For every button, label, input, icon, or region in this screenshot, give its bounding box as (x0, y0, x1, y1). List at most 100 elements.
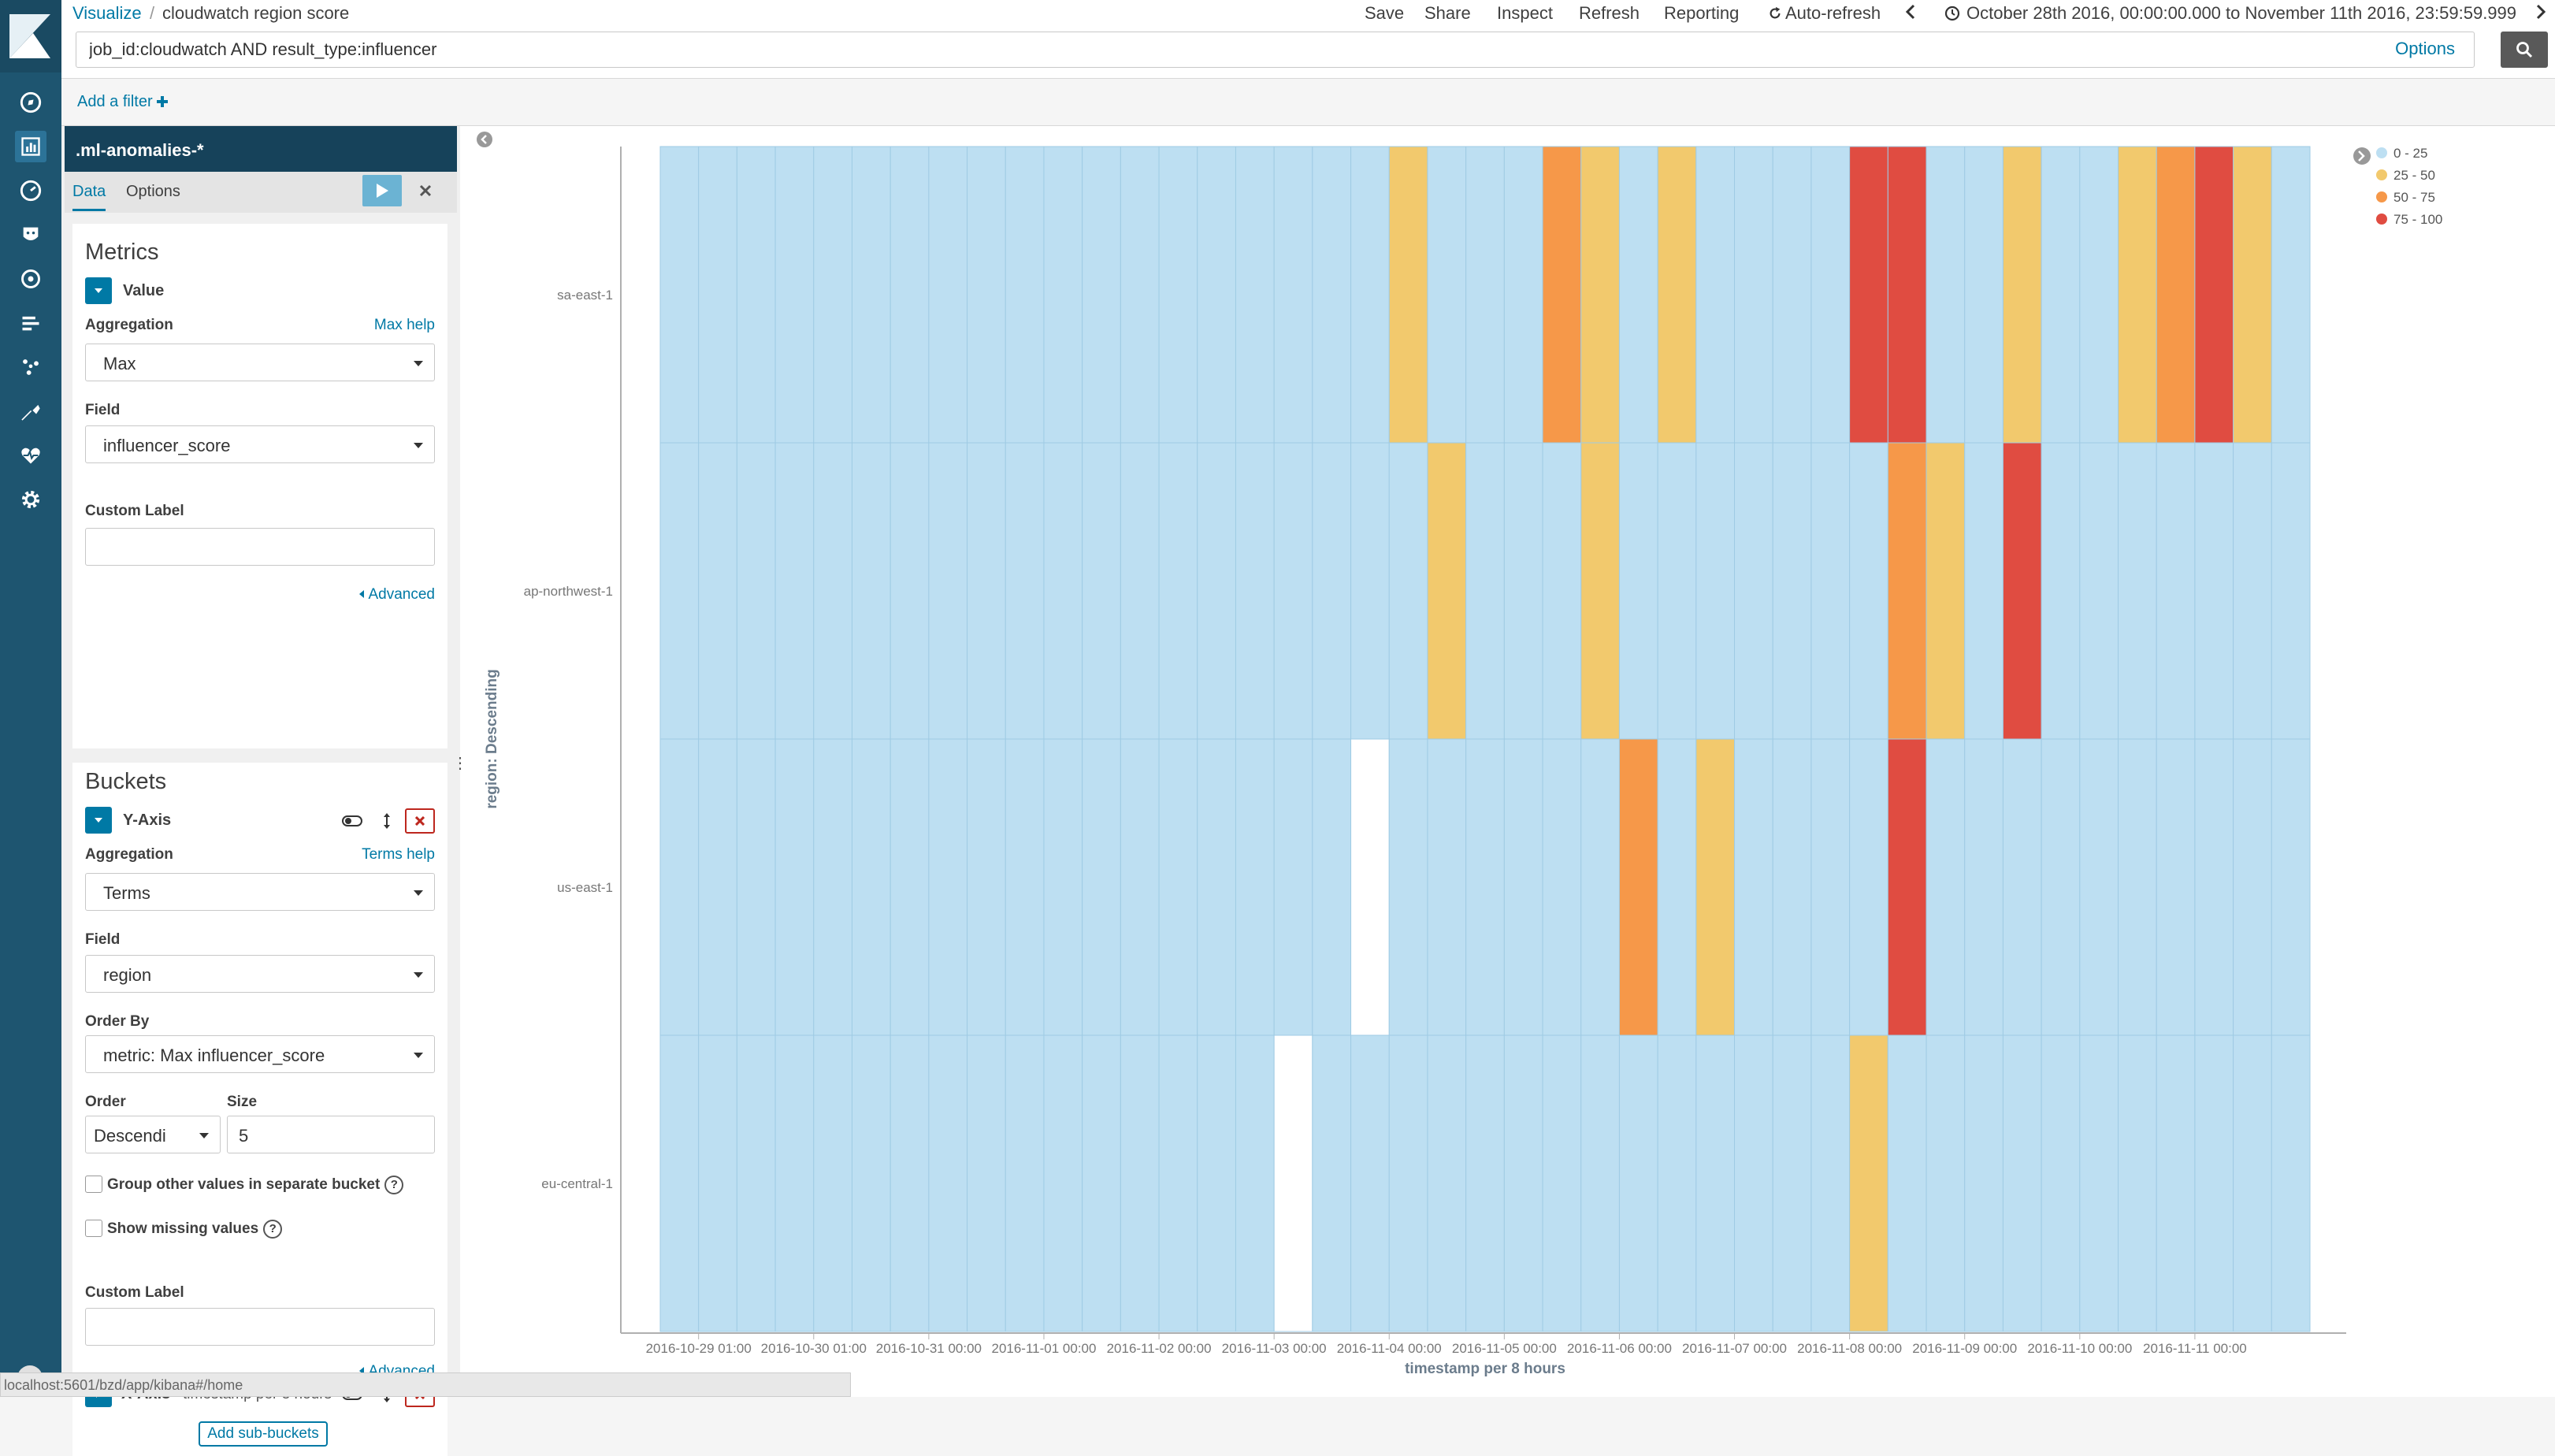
show-missing-checkbox[interactable] (85, 1220, 102, 1237)
heatmap-cell (2271, 738, 2311, 1036)
size-input[interactable]: 5 (227, 1116, 435, 1153)
yaxis-remove-button[interactable] (405, 808, 435, 834)
top-bar: Visualize / cloudwatch region score Save… (61, 0, 2555, 79)
heatmap-cell (889, 442, 930, 740)
time-previous-button[interactable] (1905, 3, 1916, 25)
heatmap-cell (1734, 1034, 1773, 1332)
dev-tools-icon[interactable] (15, 396, 46, 427)
time-next-button[interactable] (2535, 3, 2546, 25)
metric-aggregation-select[interactable]: Max (85, 344, 435, 381)
add-filter-link[interactable]: Add a filter (77, 93, 169, 111)
heatmap-cell (698, 146, 737, 444)
add-filter-label: Add a filter (77, 93, 153, 110)
timelion-icon[interactable] (15, 219, 46, 251)
save-button[interactable]: Save (1365, 3, 1405, 23)
heatmap-cell (967, 442, 1006, 740)
heatmap-cell (2156, 442, 2196, 740)
dashboard-icon[interactable] (15, 175, 46, 206)
order-value: Descendi (94, 1126, 166, 1146)
heatmap-cell (659, 442, 700, 740)
bucket-field-select[interactable]: region (85, 955, 435, 993)
bucket-field-label: Field (85, 931, 121, 948)
resize-handle[interactable]: ⋮ (452, 755, 468, 772)
heatmap-cell (1810, 1034, 1851, 1332)
graph-icon[interactable] (15, 351, 46, 383)
legend-swatch (2376, 214, 2387, 225)
metric-custom-label-input[interactable] (85, 528, 435, 566)
x-tick-label: 2016-11-10 00:00 (2027, 1341, 2132, 1356)
reporting-button[interactable]: Reporting (1664, 3, 1740, 23)
yaxis-enable-toggle[interactable] (337, 808, 367, 834)
question-icon[interactable]: ? (263, 1220, 283, 1239)
auto-refresh-button[interactable]: Auto-refresh (1768, 3, 1881, 24)
apm-icon[interactable] (15, 307, 46, 339)
collapse-sidebar-button[interactable] (476, 131, 493, 152)
share-button[interactable]: Share (1424, 3, 1471, 23)
question-icon[interactable]: ? (384, 1176, 404, 1194)
order-by-select[interactable]: metric: Max influencer_score (85, 1035, 435, 1073)
search-button[interactable] (2501, 32, 2548, 68)
heatmap-cell (1503, 146, 1543, 444)
order-select[interactable]: Descendi (85, 1116, 221, 1153)
heatmap-cell (967, 738, 1006, 1036)
legend-label: 0 - 25 (2393, 146, 2427, 161)
caret-down-icon (199, 1133, 209, 1138)
terms-help-link[interactable]: Terms help (362, 846, 435, 863)
breadcrumb-visualize-link[interactable]: Visualize (72, 3, 142, 23)
heatmap-cell (1120, 738, 1160, 1036)
heatmap-cell (1542, 738, 1582, 1036)
heatmap-cell (1312, 738, 1352, 1036)
inspect-button[interactable]: Inspect (1497, 3, 1553, 23)
discover-icon[interactable] (15, 87, 46, 118)
heatmap-cell (1887, 738, 1927, 1036)
heatmap-cell (1312, 146, 1352, 444)
time-picker[interactable]: October 28th 2016, 00:00:00.000 to Novem… (1944, 3, 2516, 24)
tab-options[interactable]: Options (126, 183, 180, 200)
y-tick-label: eu-central-1 (541, 1176, 613, 1191)
search-input[interactable] (76, 32, 2361, 67)
tab-data[interactable]: Data (72, 183, 106, 211)
heatmap-cell (2041, 146, 2081, 444)
heatmap-cell (813, 442, 852, 740)
yaxis-toggle[interactable] (85, 807, 112, 834)
y-tick-label: us-east-1 (557, 880, 613, 895)
monitoring-icon[interactable] (15, 440, 46, 471)
metric-field-select[interactable]: influencer_score (85, 425, 435, 463)
yaxis-reorder-handle[interactable] (372, 808, 402, 834)
metric-field-value: influencer_score (103, 436, 231, 455)
visualize-icon[interactable] (15, 131, 46, 162)
max-help-link[interactable]: Max help (373, 317, 435, 333)
heatmap-cell (1772, 738, 1812, 1036)
bucket-aggregation-select[interactable]: Terms (85, 873, 435, 911)
sidebar-tabs: Data Options (65, 172, 457, 213)
heatmap-cell (928, 442, 968, 740)
metric-value-toggle[interactable] (85, 277, 112, 304)
query-options-link[interactable]: Options (2395, 39, 2455, 58)
refresh-button[interactable]: Refresh (1579, 3, 1640, 23)
heatmap-cell (736, 146, 776, 444)
chevron-right-icon (2536, 4, 2546, 20)
management-gear-icon[interactable] (15, 484, 46, 515)
heatmap-cell (1964, 1034, 2004, 1332)
heatmap-cell (1887, 146, 1927, 444)
heatmap-cell (774, 146, 815, 444)
add-subbuckets-button[interactable]: Add sub-buckets (199, 1421, 328, 1447)
heatmap-cell (1312, 1034, 1352, 1332)
kibana-logo[interactable] (0, 0, 61, 72)
discard-changes-button[interactable] (408, 175, 443, 206)
heatmap-cell (1350, 146, 1390, 444)
group-other-checkbox[interactable] (85, 1176, 102, 1193)
metric-advanced-toggle[interactable]: Advanced (358, 586, 435, 604)
group-other-text: Group other values in separate bucket (107, 1176, 381, 1194)
heatmap-cell (1082, 1034, 1121, 1332)
machine-learning-icon[interactable] (15, 263, 46, 295)
heatmap-cell (1849, 146, 1888, 444)
editor-sidebar: .ml-anomalies-* Data Options Metrics Val… (61, 126, 460, 1456)
heatmap-cell (1849, 1034, 1888, 1332)
heatmap-cell (2271, 146, 2311, 444)
bucket-custom-label-input[interactable] (85, 1308, 435, 1346)
heatmap-cell (1657, 442, 1697, 740)
heatmap-cell (2118, 146, 2157, 444)
heatmap-cell (1734, 738, 1773, 1036)
apply-changes-button[interactable] (362, 175, 402, 206)
